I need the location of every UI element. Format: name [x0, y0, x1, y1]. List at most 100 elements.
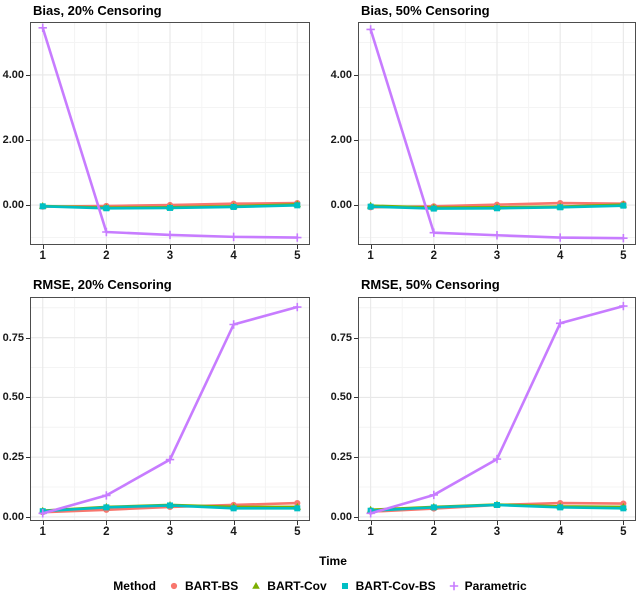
y-tick-mark	[26, 397, 30, 399]
y-tick-mark	[354, 516, 358, 518]
x-tick-label: 1	[367, 250, 374, 262]
legend-marker-bart-cov-bs	[341, 583, 348, 589]
legend-items: BART-BS BART-Cov BART-Cov-BS Parametric	[166, 579, 527, 593]
point-bart-cov-bs-2	[430, 205, 437, 212]
y-tick-mark	[26, 74, 30, 76]
point-bart-cov-bs-2	[430, 504, 437, 511]
x-tick-mark	[623, 521, 625, 525]
x-axis-label: Time	[319, 554, 347, 568]
point-bart-cov-bs-2	[103, 205, 110, 212]
y-tick-label: 0.50	[330, 391, 352, 404]
legend-marker-parametric	[449, 581, 458, 591]
x-tick-mark	[370, 245, 372, 249]
y-tick-label: 0.50	[2, 391, 24, 404]
x-tick-mark	[433, 245, 435, 249]
point-parametric-3	[165, 455, 175, 464]
y-tick-mark	[26, 205, 30, 207]
point-parametric-4	[555, 319, 565, 328]
y-tick-mark	[26, 516, 30, 518]
x-tick-label: 4	[230, 526, 237, 538]
point-bart-cov-bs-3	[494, 205, 500, 212]
legend-item-label: BART-Cov	[267, 579, 327, 593]
legend-item-bart-cov-bs: BART-Cov-BS	[337, 579, 436, 593]
x-tick-label: 3	[493, 250, 501, 262]
x-tick-mark	[42, 245, 44, 249]
triangle-marker-icon	[252, 582, 261, 589]
point-parametric-4	[555, 233, 565, 242]
panel-title-bias-20: Bias, 20% Censoring	[33, 3, 162, 18]
x-tick-mark	[170, 521, 171, 525]
point-parametric-3	[492, 231, 502, 240]
x-tick-label: 1	[367, 526, 374, 538]
chart-svg-3	[358, 297, 636, 521]
point-bart-cov-bs-3	[167, 502, 173, 509]
y-tick-label: 4.00	[2, 68, 24, 81]
point-bart-cov-bs-3	[167, 204, 173, 211]
x-tick-mark	[623, 245, 625, 249]
legend-item-parametric: Parametric	[446, 579, 527, 593]
point-parametric-5	[619, 301, 628, 311]
x-tick-mark	[560, 521, 562, 525]
point-parametric-4	[229, 320, 238, 329]
x-tick-label: 5	[294, 250, 301, 262]
panel-rmse-20-plot	[30, 297, 310, 521]
legend: Method BART-BS BART-Cov BART-Cov-BS Paramet…	[0, 579, 640, 593]
point-parametric-3	[165, 230, 175, 240]
point-bart-cov-bs-4	[230, 203, 237, 210]
point-bart-cov-bs-1	[367, 203, 374, 210]
x-tick-mark	[560, 245, 562, 249]
x-tick-mark	[106, 521, 108, 525]
point-bart-cov-bs-5	[620, 202, 627, 209]
y-tick-mark	[26, 457, 30, 459]
x-tick-mark	[497, 245, 498, 249]
point-parametric-1	[366, 509, 375, 518]
x-tick-label: 5	[620, 250, 627, 262]
y-tick-mark	[354, 457, 358, 459]
x-tick-label: 3	[166, 526, 174, 538]
y-tick-label: 0.00	[330, 510, 352, 523]
y-tick-label: 2.00	[330, 134, 352, 146]
x-tick-label: 3	[493, 526, 501, 538]
x-tick-mark	[233, 521, 235, 525]
point-bart-cov-bs-1	[39, 203, 46, 210]
x-tick-mark	[233, 245, 235, 249]
x-tick-label: 2	[103, 250, 110, 262]
y-tick-label: 0.00	[2, 199, 24, 212]
x-tick-mark	[297, 521, 299, 525]
x-tick-label: 1	[39, 250, 46, 262]
x-tick-label: 4	[556, 250, 564, 262]
x-tick-label: 2	[430, 250, 438, 262]
panel-title-rmse-20: RMSE, 20% Censoring	[33, 277, 172, 292]
x-tick-label: 5	[294, 526, 301, 538]
x-tick-label: 2	[430, 526, 438, 538]
legend-item-bart-cov: BART-Cov	[248, 579, 327, 593]
point-parametric-2	[429, 228, 439, 237]
panel-title-rmse-50: RMSE, 50% Censoring	[361, 277, 500, 292]
x-tick-mark	[170, 245, 171, 249]
chart-svg-0	[30, 22, 310, 245]
legend-item-label: BART-BS	[184, 579, 239, 593]
point-parametric-4	[229, 232, 238, 242]
point-parametric-1	[366, 25, 375, 34]
legend-item-label: BART-Cov-BS	[355, 579, 436, 593]
y-tick-label: 0.25	[330, 451, 352, 464]
circle-marker-icon	[170, 582, 178, 590]
y-tick-label: 0.00	[2, 510, 24, 523]
y-tick-mark	[354, 205, 358, 207]
x-tick-mark	[370, 521, 372, 525]
point-parametric-5	[293, 302, 302, 312]
point-parametric-2	[429, 490, 439, 500]
x-tick-label: 4	[230, 250, 237, 262]
y-tick-mark	[354, 337, 358, 339]
point-parametric-2	[102, 227, 111, 237]
chart-svg-1	[358, 22, 636, 245]
x-tick-mark	[497, 521, 498, 525]
panel-rmse-50-plot	[358, 297, 636, 521]
point-bart-cov-bs-5	[294, 202, 301, 209]
point-parametric-2	[102, 491, 111, 500]
x-tick-mark	[42, 521, 44, 525]
panel-title-bias-50: Bias, 50% Censoring	[361, 3, 490, 18]
x-tick-mark	[106, 245, 108, 249]
point-bart-cov-bs-4	[557, 504, 564, 511]
